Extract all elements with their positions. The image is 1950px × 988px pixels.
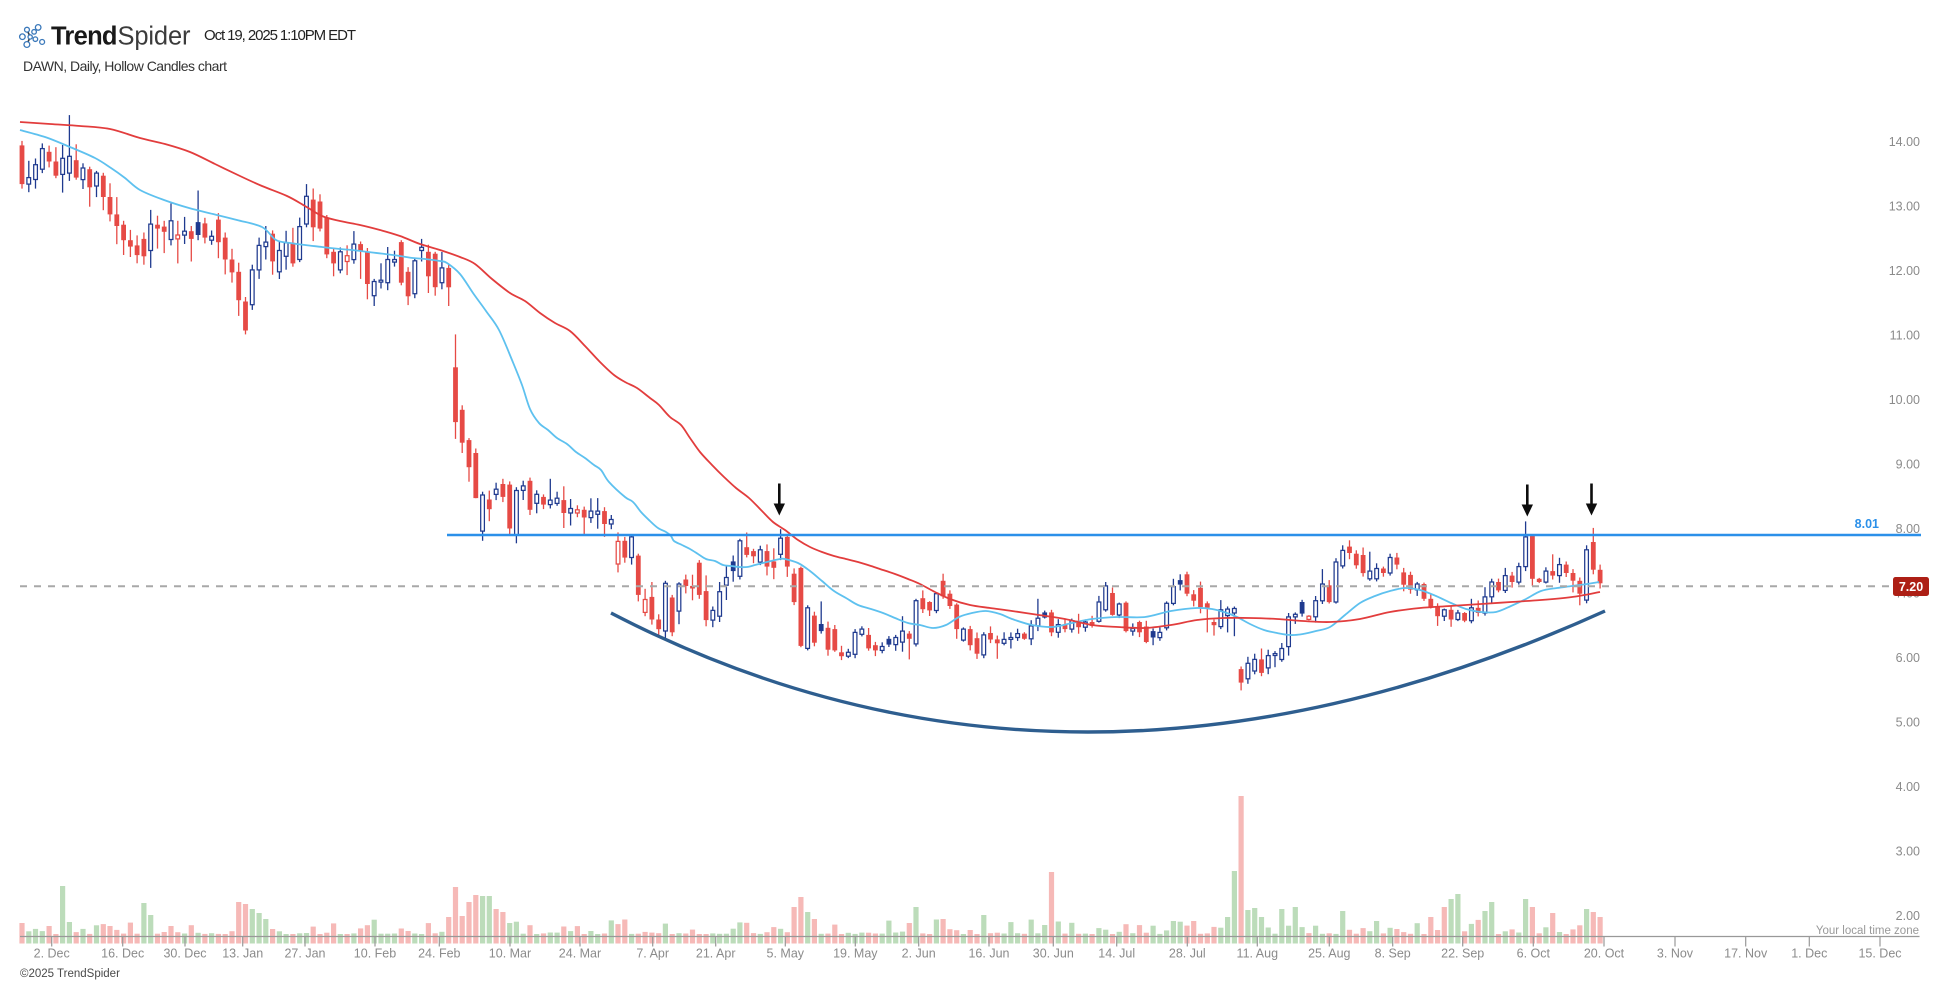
svg-text:14. Jul: 14. Jul bbox=[1098, 947, 1135, 961]
svg-text:8. Sep: 8. Sep bbox=[1375, 947, 1411, 961]
svg-text:3.00: 3.00 bbox=[1896, 845, 1920, 859]
svg-text:2.00: 2.00 bbox=[1896, 909, 1920, 923]
svg-text:17. Nov: 17. Nov bbox=[1724, 947, 1768, 961]
svg-text:6. Oct: 6. Oct bbox=[1517, 947, 1551, 961]
svg-text:3. Nov: 3. Nov bbox=[1657, 947, 1694, 961]
svg-text:1. Dec: 1. Dec bbox=[1791, 947, 1827, 961]
svg-text:8.00: 8.00 bbox=[1896, 522, 1920, 536]
svg-text:25. Aug: 25. Aug bbox=[1308, 947, 1350, 961]
svg-text:Spider: Spider bbox=[118, 23, 192, 51]
svg-text:10. Mar: 10. Mar bbox=[489, 947, 531, 961]
svg-text:28. Jul: 28. Jul bbox=[1169, 947, 1206, 961]
svg-text:2. Dec: 2. Dec bbox=[34, 947, 70, 961]
svg-text:6.00: 6.00 bbox=[1896, 651, 1920, 665]
svg-text:22. Sep: 22. Sep bbox=[1441, 947, 1484, 961]
svg-text:©2025 TrendSpider: ©2025 TrendSpider bbox=[20, 968, 120, 980]
svg-text:21. Apr: 21. Apr bbox=[696, 947, 736, 961]
svg-text:Your local time zone: Your local time zone bbox=[1816, 925, 1919, 937]
svg-text:20. Oct: 20. Oct bbox=[1584, 947, 1625, 961]
svg-text:8.01: 8.01 bbox=[1855, 517, 1879, 531]
svg-text:24. Mar: 24. Mar bbox=[559, 947, 601, 961]
svg-text:9.00: 9.00 bbox=[1896, 458, 1920, 472]
svg-text:7. Apr: 7. Apr bbox=[636, 947, 669, 961]
svg-text:11. Aug: 11. Aug bbox=[1237, 947, 1279, 961]
svg-text:2. Jun: 2. Jun bbox=[902, 947, 936, 961]
svg-text:10. Feb: 10. Feb bbox=[354, 947, 396, 961]
svg-text:13. Jan: 13. Jan bbox=[222, 947, 263, 961]
svg-text:16. Jun: 16. Jun bbox=[968, 947, 1009, 961]
svg-text:5. May: 5. May bbox=[767, 947, 805, 961]
svg-text:14.00: 14.00 bbox=[1889, 135, 1920, 149]
svg-text:10.00: 10.00 bbox=[1889, 393, 1920, 407]
svg-text:15. Dec: 15. Dec bbox=[1858, 947, 1901, 961]
svg-text:Trend: Trend bbox=[51, 23, 118, 51]
svg-text:13.00: 13.00 bbox=[1889, 200, 1920, 214]
svg-text:Oct 19, 2025 1:10PM EDT: Oct 19, 2025 1:10PM EDT bbox=[204, 27, 356, 44]
svg-text:27. Jan: 27. Jan bbox=[284, 947, 325, 961]
svg-text:24. Feb: 24. Feb bbox=[418, 947, 460, 961]
svg-text:7.20: 7.20 bbox=[1899, 580, 1923, 594]
svg-text:4.00: 4.00 bbox=[1896, 780, 1920, 794]
svg-text:5.00: 5.00 bbox=[1896, 716, 1920, 730]
svg-text:30. Dec: 30. Dec bbox=[163, 947, 206, 961]
svg-text:DAWN, Daily, Hollow Candles ch: DAWN, Daily, Hollow Candles chart bbox=[23, 58, 227, 74]
svg-text:12.00: 12.00 bbox=[1889, 264, 1920, 278]
svg-text:19. May: 19. May bbox=[833, 947, 878, 961]
svg-text:30. Jun: 30. Jun bbox=[1033, 947, 1074, 961]
svg-text:16. Dec: 16. Dec bbox=[101, 947, 144, 961]
svg-text:11.00: 11.00 bbox=[1890, 329, 1920, 343]
